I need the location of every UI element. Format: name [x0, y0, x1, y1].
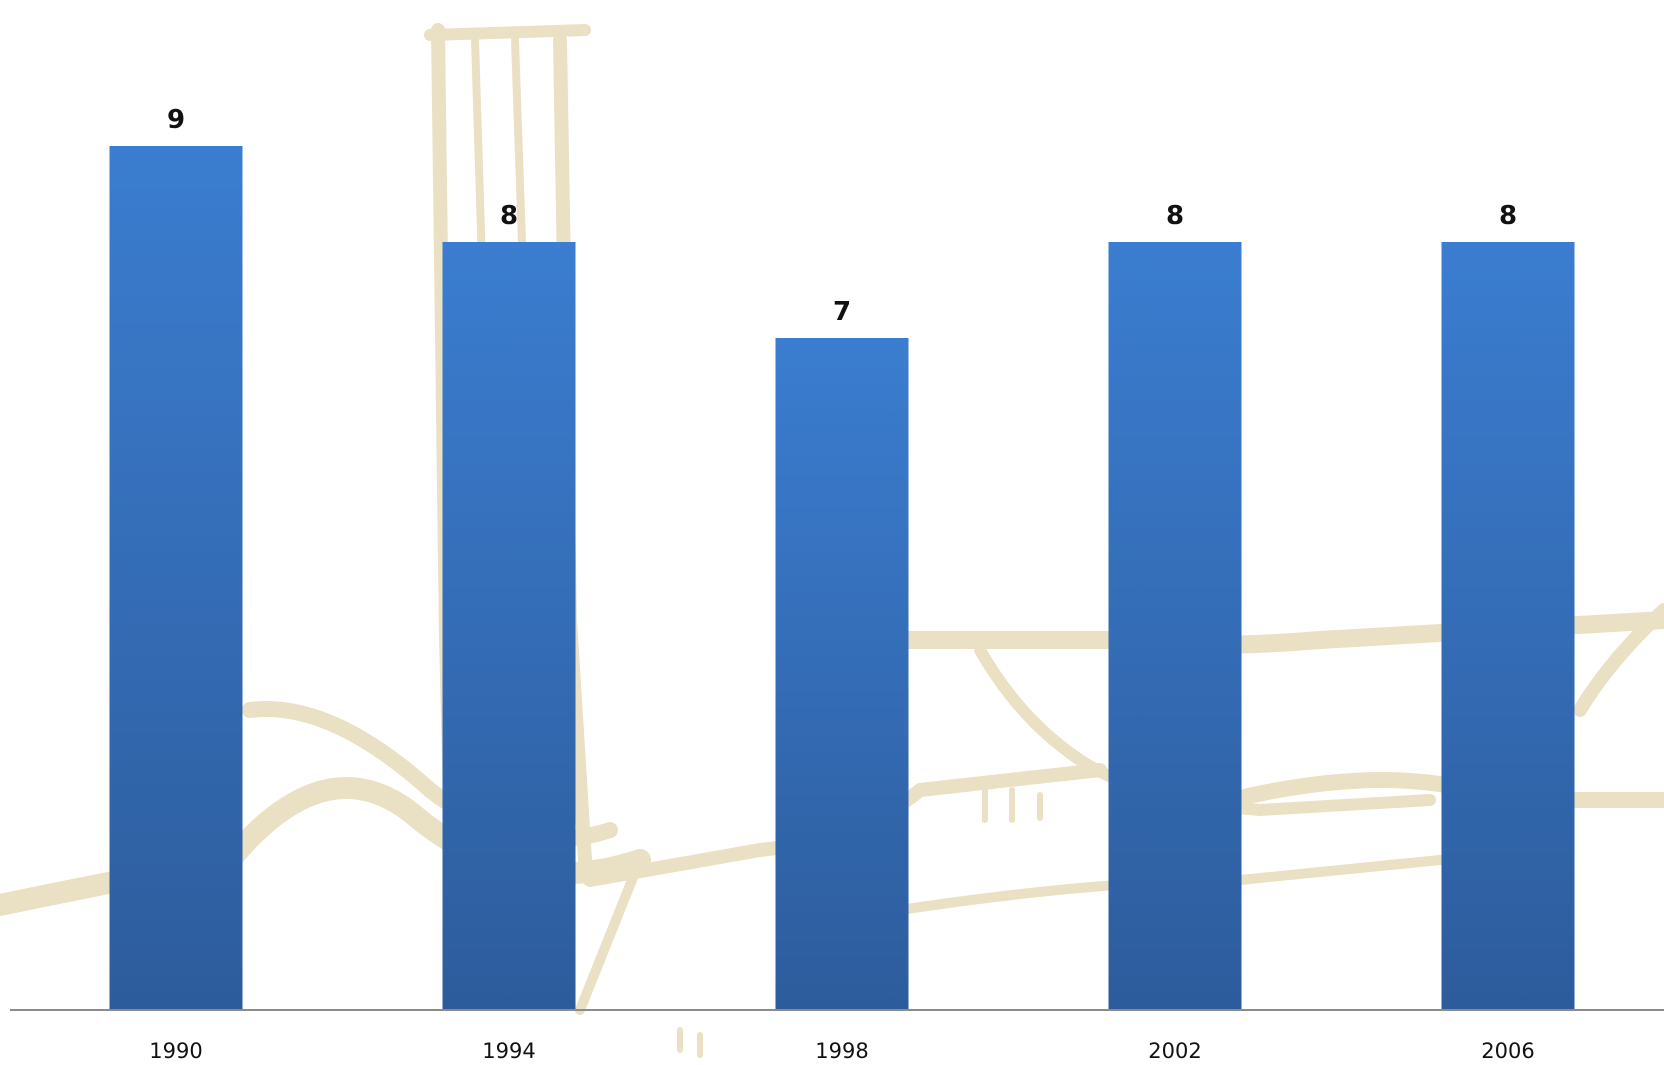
x-tick-label-2006: 2006 — [1481, 1039, 1534, 1063]
x-tick-label-1990: 1990 — [149, 1039, 202, 1063]
bar-2006 — [1441, 242, 1575, 1010]
bar-2002 — [1108, 242, 1242, 1010]
bar-1998 — [775, 338, 909, 1010]
data-label-2002: 8 — [1166, 201, 1184, 231]
sketch-spike — [575, 855, 645, 1015]
data-labels-layer: 9 8 7 8 8 — [167, 105, 1517, 327]
x-tick-label-1998: 1998 — [815, 1039, 868, 1063]
bars-layer — [109, 146, 1575, 1010]
sketch-tower-top — [424, 24, 591, 41]
bar-1990 — [109, 146, 243, 1010]
x-tick-label-2002: 2002 — [1148, 1039, 1201, 1063]
data-label-1998: 7 — [833, 297, 851, 327]
x-tick-label-1994: 1994 — [482, 1039, 535, 1063]
sketch-diagonal-right — [1573, 603, 1664, 717]
x-tick-labels-layer: 1990 1994 1998 2002 2006 — [149, 1039, 1534, 1063]
data-label-1994: 8 — [500, 201, 518, 231]
data-label-2006: 8 — [1499, 201, 1517, 231]
sketch-marks — [677, 787, 1043, 1058]
data-label-1990: 9 — [167, 105, 185, 135]
bar-1994 — [442, 242, 576, 1010]
